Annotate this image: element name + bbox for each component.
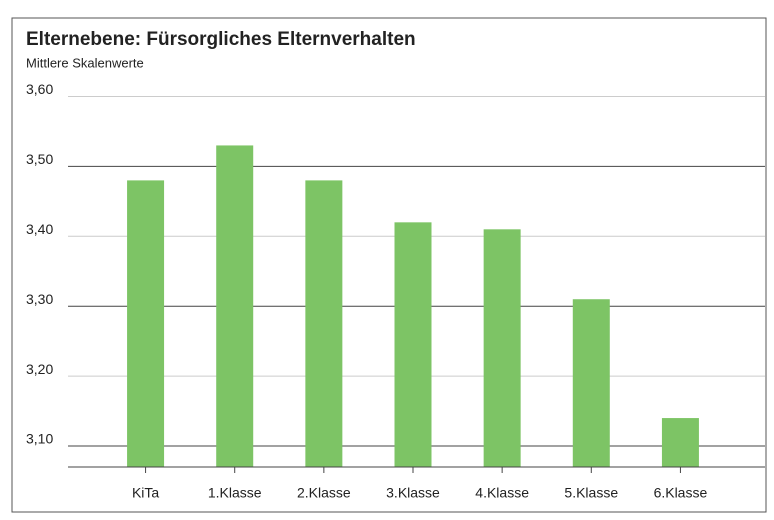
- x-tick-label: 6.Klasse: [654, 485, 708, 501]
- bar: [572, 299, 610, 467]
- x-tick-label: 5.Klasse: [564, 485, 618, 501]
- y-tick-label: 3,20: [26, 361, 53, 377]
- y-tick-label: 3,40: [26, 221, 53, 237]
- bar: [394, 222, 432, 467]
- y-tick-label: 3,60: [26, 81, 53, 97]
- frame: [11, 17, 767, 513]
- y-tick-label: 3,10: [26, 431, 53, 447]
- bar: [216, 145, 254, 467]
- bar: [127, 180, 165, 468]
- x-tick-label: 2.Klasse: [297, 485, 351, 501]
- bar: [483, 229, 521, 467]
- x-tick-label: KiTa: [132, 485, 159, 501]
- chart-title: Elternebene: Fürsorgliches Elternverhalt…: [26, 29, 416, 50]
- x-tick-label: 1.Klasse: [208, 485, 262, 501]
- bar: [305, 180, 343, 468]
- chart-subtitle: Mittlere Skalenwerte: [26, 55, 144, 70]
- x-tick-label: 4.Klasse: [475, 485, 529, 501]
- bar: [661, 418, 699, 467]
- x-tick-label: 3.Klasse: [386, 485, 440, 501]
- y-tick-label: 3,30: [26, 291, 53, 307]
- y-tick-label: 3,50: [26, 151, 53, 167]
